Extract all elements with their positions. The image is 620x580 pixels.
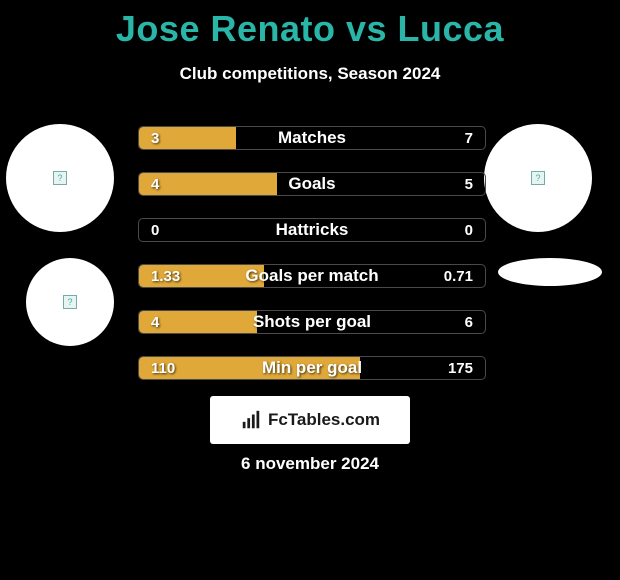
- image-placeholder-icon: ?: [63, 295, 77, 309]
- image-placeholder-icon: ?: [531, 171, 545, 185]
- stat-label: Hattricks: [139, 219, 485, 241]
- stat-value-left: 1.33: [151, 265, 180, 287]
- stat-value-left: 110: [151, 357, 175, 379]
- brand-text: FcTables.com: [268, 410, 380, 430]
- team-left-badge: ?: [26, 258, 114, 346]
- stat-value-right: 6: [465, 311, 473, 333]
- stat-value-left: 4: [151, 311, 159, 333]
- stat-value-right: 0.71: [444, 265, 473, 287]
- stats-bars: 37Matches45Goals00Hattricks1.330.71Goals…: [138, 126, 486, 402]
- stat-value-right: 0: [465, 219, 473, 241]
- stat-value-right: 5: [465, 173, 473, 195]
- image-placeholder-icon: ?: [53, 171, 67, 185]
- date-label: 6 november 2024: [0, 454, 620, 474]
- brand-logo-icon: [240, 409, 262, 431]
- player-left-avatar: ?: [6, 124, 114, 232]
- player-right-avatar: ?: [484, 124, 592, 232]
- page-subtitle: Club competitions, Season 2024: [0, 64, 620, 84]
- team-right-badge: [498, 258, 602, 286]
- stat-value-right: 175: [448, 357, 473, 379]
- stat-value-left: 0: [151, 219, 159, 241]
- stat-bar-row: 45Goals: [138, 172, 486, 196]
- stat-value-right: 7: [465, 127, 473, 149]
- stat-bar-row: 37Matches: [138, 126, 486, 150]
- stat-value-left: 3: [151, 127, 159, 149]
- page-title: Jose Renato vs Lucca: [0, 0, 620, 50]
- stat-bar-row: 46Shots per goal: [138, 310, 486, 334]
- stat-bar-row: 0 0Hattricks: [138, 218, 486, 242]
- stat-bar-row: 1.330.71Goals per match: [138, 264, 486, 288]
- stat-value-left: 4: [151, 173, 159, 195]
- brand-badge[interactable]: FcTables.com: [210, 396, 410, 444]
- stat-bar-left-fill: [139, 173, 277, 195]
- stat-bar-row: 110175Min per goal: [138, 356, 486, 380]
